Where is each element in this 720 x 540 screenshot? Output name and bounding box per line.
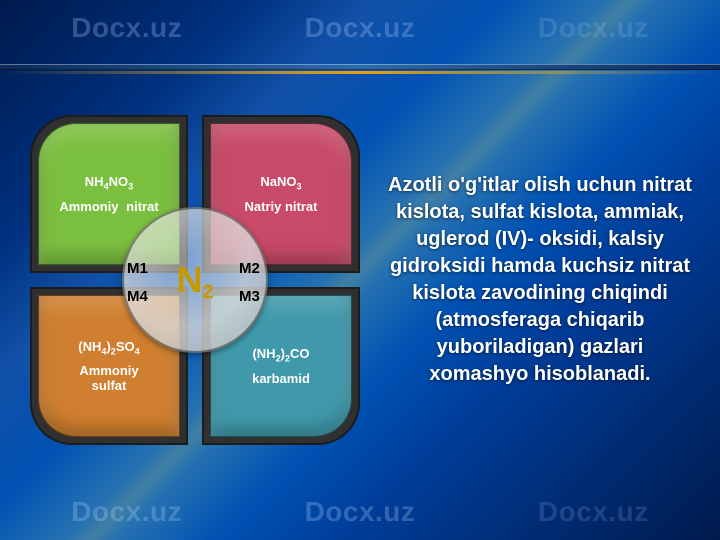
- watermark: Docx.uz: [305, 12, 416, 44]
- m3-tag: M3: [235, 286, 264, 307]
- m2-tag: M2: [235, 258, 264, 279]
- m3-name: karbamid: [252, 371, 310, 386]
- matrix-hub: N2: [122, 207, 268, 353]
- m2-name: Natriy nitrat: [245, 199, 318, 214]
- m1-name: Ammoniy nitrat: [59, 199, 158, 214]
- content-stage: NH4NO3 Ammoniy nitrat NaNO3 Natriy nitra…: [0, 80, 720, 480]
- watermark: Docx.uz: [305, 496, 416, 528]
- m2-formula: NaNO3: [260, 174, 301, 193]
- m3-formula: (NH2)2CO: [252, 346, 309, 365]
- watermark: Docx.uz: [71, 12, 182, 44]
- m4-name: Ammoniy sulfat: [79, 363, 138, 393]
- description-paragraph: Azotli o'g'itlar olish uchun nitrat kisl…: [360, 172, 720, 388]
- m4-tag: M4: [123, 286, 152, 307]
- watermark: Docx.uz: [71, 496, 182, 528]
- watermark: Docx.uz: [538, 12, 649, 44]
- watermark-band-top: Docx.uz Docx.uz Docx.uz: [0, 0, 720, 56]
- watermark-band-bottom: Docx.uz Docx.uz Docx.uz: [0, 484, 720, 540]
- watermark: Docx.uz: [538, 496, 649, 528]
- matrix-smartart: NH4NO3 Ammoniy nitrat NaNO3 Natriy nitra…: [30, 115, 360, 445]
- m4-formula: (NH4)2SO4: [78, 339, 139, 358]
- hub-label: N2: [176, 259, 213, 301]
- m1-tag: M1: [123, 258, 152, 279]
- header-divider: [0, 64, 720, 70]
- m1-formula: NH4NO3: [85, 174, 133, 193]
